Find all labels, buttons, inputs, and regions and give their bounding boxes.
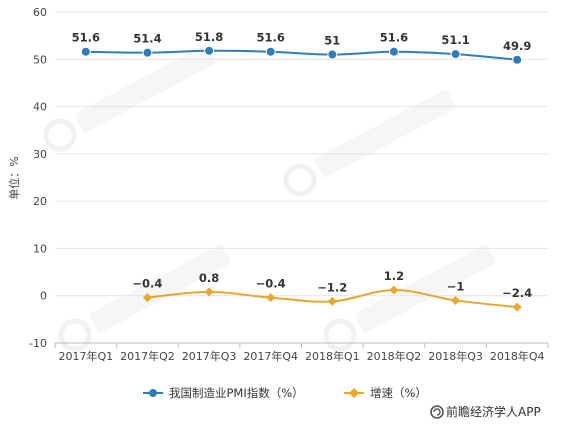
legend-item-growth[interactable]: 增速（%）: [344, 386, 427, 400]
data-label: 51.1: [441, 33, 469, 47]
y-tick-label: 10: [33, 242, 47, 255]
data-point[interactable]: [327, 49, 338, 60]
y-tick-label: 30: [33, 148, 47, 161]
x-tick-label: 2018年Q3: [428, 349, 483, 363]
x-tick-label: 2018年Q1: [305, 349, 360, 363]
x-tick-label: 2018年Q4: [490, 349, 545, 363]
data-point[interactable]: [80, 46, 91, 57]
data-label: −2.4: [502, 286, 532, 300]
data-label: 51.4: [133, 32, 161, 46]
data-point[interactable]: [204, 45, 215, 56]
x-axis-ticks: 2017年Q1 2017年Q2 2017年Q3 2017年Q4 2018年Q1 2018年…: [54, 343, 549, 363]
data-point[interactable]: [388, 46, 399, 57]
x-tick-label: 2017年Q2: [120, 349, 175, 363]
data-label: −0.4: [132, 277, 162, 291]
y-tick-label: -10: [29, 337, 47, 350]
watermark-logo: [43, 44, 496, 352]
data-point[interactable]: [142, 293, 152, 303]
y-tick-label: 0: [40, 290, 47, 303]
source-credit: 前瞻经济学人APP: [430, 404, 541, 419]
x-tick-label: 2017年Q1: [58, 349, 113, 363]
series-layer: 51.6 51.4 51.8 51.6 51 51.6 51.1 49.9 −0.4 0.8 −0.…: [72, 30, 532, 312]
data-point[interactable]: [142, 47, 153, 58]
data-point[interactable]: [265, 46, 276, 57]
data-label: −1.2: [317, 280, 347, 294]
data-point[interactable]: [389, 285, 399, 295]
x-tick-label: 2017年Q3: [182, 349, 237, 363]
data-label: −1: [447, 279, 465, 293]
data-label: 51.6: [257, 31, 285, 45]
data-point[interactable]: [451, 295, 461, 305]
y-tick-label: 40: [33, 101, 47, 114]
legend-label-pmi: 我国制造业PMI指数（%）: [169, 386, 304, 400]
data-point[interactable]: [266, 293, 276, 303]
data-label: 51.6: [72, 31, 100, 45]
x-tick-label: 2018年Q2: [367, 349, 422, 363]
legend-marker-diamond: [349, 388, 359, 398]
data-point[interactable]: [327, 296, 337, 306]
data-point[interactable]: [512, 54, 523, 65]
data-label: 1.2: [384, 269, 404, 283]
data-label: 49.9: [503, 39, 531, 53]
data-label: 51.6: [380, 31, 408, 45]
x-tick-label: 2017年Q4: [243, 349, 298, 363]
y-axis-ticks: -10 0 10 20 30 40 50 60: [29, 6, 47, 350]
source-text: 前瞻经济学人APP: [446, 404, 541, 419]
data-label: 51: [324, 34, 340, 48]
legend-marker-circle: [149, 389, 157, 397]
y-tick-label: 20: [33, 195, 47, 208]
data-label: −0.4: [256, 277, 286, 291]
data-label: 51.8: [195, 30, 223, 44]
logo-icon: [430, 405, 444, 419]
legend: 我国制造业PMI指数（%） 增速（%）: [143, 386, 427, 400]
y-tick-label: 60: [33, 6, 47, 19]
legend-item-pmi[interactable]: 我国制造业PMI指数（%）: [143, 386, 304, 400]
data-point[interactable]: [204, 287, 214, 297]
data-point[interactable]: [512, 302, 522, 312]
y-tick-label: 50: [33, 53, 47, 66]
data-label: 0.8: [199, 271, 219, 285]
data-point[interactable]: [450, 49, 461, 60]
series-line: [85, 49, 518, 61]
legend-label-growth: 增速（%）: [370, 386, 427, 400]
y-axis-label: 单位：%: [7, 156, 21, 199]
